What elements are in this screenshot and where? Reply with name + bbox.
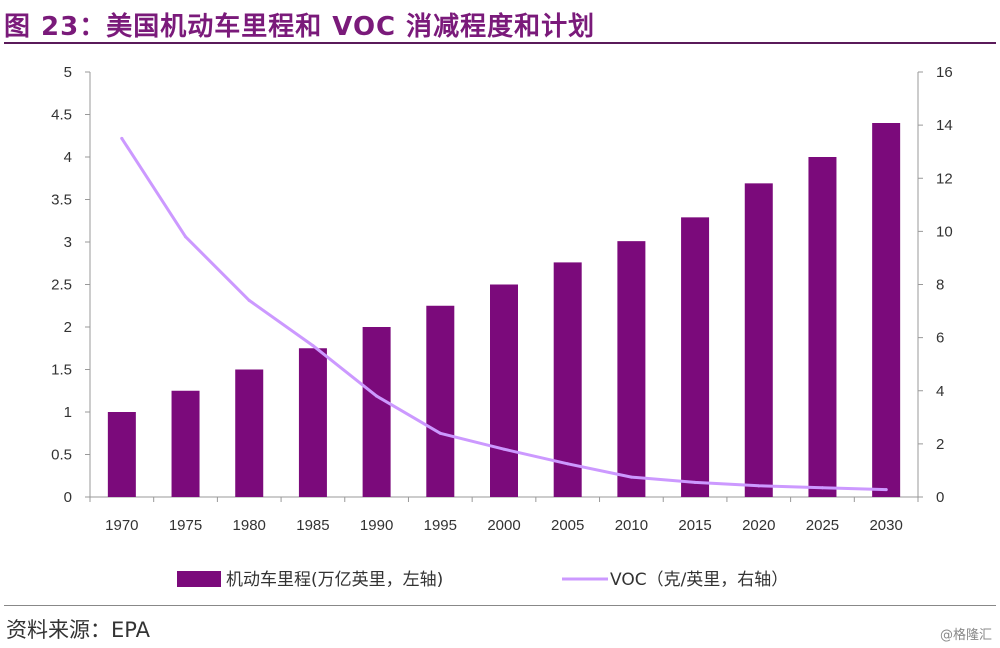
mileage-bar: [107, 412, 136, 497]
mileage-bar: [744, 183, 773, 497]
voc-point: [884, 488, 888, 492]
voc-point: [120, 136, 124, 140]
title-bar: 图 23：美国机动车里程和 VOC 消减程度和计划: [4, 2, 996, 44]
x-tick-label: 1975: [169, 517, 202, 534]
right-tick-label: 8: [936, 277, 944, 294]
mileage-bar: [808, 157, 837, 497]
mileage-bar: [362, 327, 391, 497]
legend-bar-swatch: [177, 571, 221, 587]
mileage-bar: [235, 369, 264, 497]
left-tick-label: 0.5: [51, 447, 72, 464]
voc-point: [247, 298, 251, 302]
left-tick-label: 3.5: [51, 192, 72, 209]
right-tick-label: 0: [936, 489, 944, 506]
x-tick-label: 2000: [487, 517, 520, 534]
left-tick-label: 3: [64, 234, 72, 251]
legend: 机动车里程(万亿英里，左轴) VOC（克/英里，右轴）: [177, 570, 788, 590]
x-tick-label: 2025: [806, 517, 839, 534]
right-tick-label: 16: [936, 64, 953, 81]
x-tick-label: 2010: [615, 517, 648, 534]
voc-point: [757, 484, 761, 488]
tick-labels: 0 0.5 1 1.5 2 2.5 3 3.5 4 4.5 5 0 2 4 6 8 10 12 14 16 1970 19…: [51, 64, 953, 534]
legend-line-label: VOC（克/英里，右轴）: [610, 570, 788, 590]
voc-line-group: [120, 136, 888, 492]
right-tick-label: 14: [936, 117, 953, 134]
x-tick-label: 1985: [296, 517, 329, 534]
footer-divider: [4, 605, 996, 606]
mileage-bar: [553, 262, 582, 497]
right-tick-label: 6: [936, 330, 944, 347]
voc-point: [566, 462, 570, 466]
voc-point: [438, 431, 442, 435]
voc-point: [820, 486, 824, 490]
mileage-bar: [171, 390, 200, 497]
left-tick-label: 2.5: [51, 277, 72, 294]
legend-bar-label: 机动车里程(万亿英里，左轴): [226, 570, 443, 590]
voc-point: [375, 394, 379, 398]
mileage-bar: [298, 348, 327, 497]
x-tick-label: 2015: [678, 517, 711, 534]
voc-point: [184, 235, 188, 239]
left-tick-label: 1: [64, 404, 72, 421]
page-title: 图 23：美国机动车里程和 VOC 消减程度和计划: [4, 12, 596, 42]
mileage-bar: [617, 241, 646, 497]
voc-point: [311, 344, 315, 348]
left-tick-label: 4.5: [51, 107, 72, 124]
x-tick-label: 1990: [360, 517, 393, 534]
x-tick-label: 2030: [869, 517, 902, 534]
source-note: 资料来源：EPA: [6, 618, 150, 642]
voc-point: [629, 475, 633, 479]
chart: 0 0.5 1 1.5 2 2.5 3 3.5 4 4.5 5 0 2 4 6 8 10 12 14 16 1970 19…: [51, 64, 953, 590]
mileage-bar: [490, 284, 518, 497]
mileage-bar: [426, 305, 455, 497]
mileage-bar: [872, 123, 901, 497]
left-tick-label: 2: [64, 319, 72, 336]
watermark: @格隆汇: [939, 628, 992, 643]
right-tick-label: 12: [936, 170, 953, 187]
voc-point: [502, 447, 506, 451]
x-tick-label: 1995: [424, 517, 457, 534]
mileage-bar: [681, 217, 710, 497]
x-tick-label: 2020: [742, 517, 775, 534]
right-tick-label: 4: [936, 383, 944, 400]
x-tick-label: 1980: [233, 517, 266, 534]
left-tick-label: 4: [64, 149, 72, 166]
bars: [107, 123, 901, 497]
x-tick-label: 2005: [551, 517, 584, 534]
left-tick-label: 0: [64, 489, 72, 506]
right-tick-label: 2: [936, 436, 944, 453]
left-tick-label: 1.5: [51, 362, 72, 379]
x-tick-label: 1970: [105, 517, 138, 534]
right-tick-label: 10: [936, 223, 953, 240]
left-tick-label: 5: [64, 64, 72, 81]
voc-point: [693, 480, 697, 484]
